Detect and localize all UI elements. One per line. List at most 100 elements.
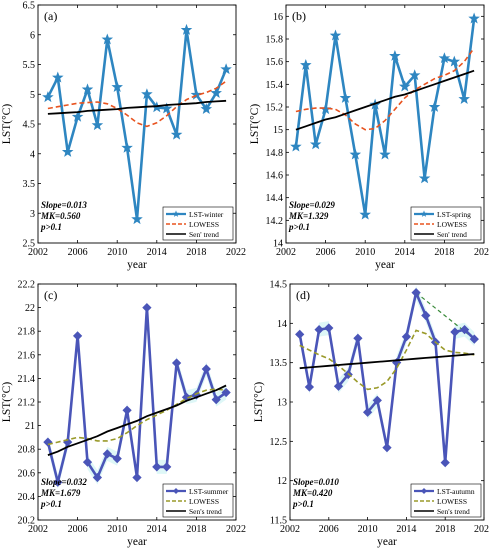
data-point (300, 59, 312, 70)
data-point (458, 93, 470, 104)
x-tick-label: 2014 (147, 247, 167, 258)
data-point (142, 302, 152, 313)
y-tick-label: 5.5 (23, 60, 36, 71)
legend-label: LOWESS (189, 220, 219, 229)
legend-marker (173, 488, 179, 494)
panel-label: (a) (44, 9, 57, 23)
data-point (71, 110, 84, 122)
x-tick-label: 2022 (226, 247, 246, 258)
stats-annotation: p>0.1 (40, 499, 62, 509)
y-tick-label: 12.5 (270, 437, 288, 448)
y-tick-label: 12 (277, 476, 287, 487)
x-tick-label: 2014 (396, 524, 416, 535)
plot-frame (285, 4, 485, 244)
x-tick-label: 2010 (107, 524, 127, 535)
data-point (190, 88, 203, 100)
x-tick-label: 2002 (276, 247, 296, 258)
y-tick-label: 16 (273, 12, 283, 23)
x-tick-label: 2010 (355, 247, 375, 258)
y-tick-label: 2.5 (23, 239, 36, 250)
data-point (309, 138, 322, 150)
chart-panel-1: 2002 2006 2010 2014 2018 2022 2.5 3 3.5 4 4.5 5 5.5 6… (1, 1, 246, 272)
data-point (450, 327, 460, 337)
y-tick-label: 21.8 (18, 327, 36, 338)
x-tick-label: 2002 (280, 524, 300, 535)
stats-annotation: Slope=0.032 (41, 477, 87, 487)
legend-label: LST-summer (189, 487, 229, 496)
stats-annotation: MK=1.679 (40, 488, 81, 498)
data-point (92, 472, 103, 483)
data-point (329, 29, 342, 41)
y-tick-label: 3.5 (23, 179, 36, 190)
x-axis-label: year (127, 536, 147, 548)
data-point (333, 381, 344, 391)
x-tick-label: 2018 (435, 524, 455, 535)
stats-annotation: p>0.1 (40, 222, 62, 232)
data-point (81, 83, 94, 95)
data-point (132, 472, 142, 483)
x-tick-label: 2002 (28, 247, 48, 258)
legend-marker (172, 210, 180, 217)
data-point (101, 33, 114, 45)
data-point (53, 477, 63, 487)
y-tick-label: 21.4 (18, 374, 36, 385)
data-point (122, 405, 132, 415)
y-tick-label: 15 (273, 125, 283, 136)
data-point (468, 12, 480, 24)
y-tick-label: 21 (25, 421, 35, 432)
data-point (362, 407, 373, 417)
x-tick-label: 2006 (316, 247, 336, 258)
data-point (162, 462, 172, 472)
data-point (160, 102, 173, 114)
legend-marker (421, 488, 427, 494)
data-point (339, 91, 352, 103)
data-point (72, 331, 83, 341)
data-point (201, 364, 211, 374)
y-tick-label: 4 (30, 149, 35, 160)
x-tick-label: 2006 (68, 524, 88, 535)
y-tick-label: 14.4 (266, 193, 284, 204)
stats-annotation: Slope=0.029 (289, 200, 335, 210)
y-tick-label: 11.5 (270, 516, 287, 527)
data-point (180, 23, 193, 35)
data-point (112, 454, 122, 464)
data-point (304, 382, 315, 392)
y-tick-label: 14.6 (266, 171, 284, 182)
data-point (349, 148, 362, 160)
sen-trend-line (47, 99, 227, 115)
y-tick-label: 22.2 (18, 280, 36, 291)
y-tick-label: 6.5 (23, 1, 36, 12)
y-tick-label: 21.2 (18, 398, 36, 409)
y-tick-label: 13.5 (270, 358, 288, 369)
data-point (152, 462, 162, 472)
y-tick-label: 20.4 (18, 492, 36, 503)
stats-annotation: Slope=0.010 (293, 477, 339, 487)
data-point (372, 395, 382, 406)
legend-label: Sen's trend (189, 507, 222, 516)
data-point (448, 55, 461, 67)
x-tick-label: 2022 (474, 524, 489, 535)
legend-marker (420, 210, 428, 217)
data-point (210, 87, 222, 98)
x-tick-label: 2002 (28, 524, 48, 535)
data-point (220, 63, 232, 75)
data-point (221, 387, 231, 398)
y-tick-label: 14.2 (266, 216, 284, 227)
data-point (418, 172, 431, 184)
x-tick-label: 2014 (395, 247, 415, 258)
data-point (399, 80, 411, 92)
data-point (171, 358, 182, 368)
data-point (131, 213, 143, 225)
x-axis-label: year (375, 259, 395, 271)
y-tick-label: 15.4 (266, 80, 284, 91)
y-axis-label: LST(°C) (1, 382, 13, 423)
plot-area (286, 5, 484, 243)
data-point (359, 208, 371, 220)
data-point (170, 128, 183, 140)
lowess-line (47, 388, 227, 446)
legend-label: LOWESS (437, 497, 467, 506)
stats-annotation: Slope=0.013 (41, 200, 87, 210)
